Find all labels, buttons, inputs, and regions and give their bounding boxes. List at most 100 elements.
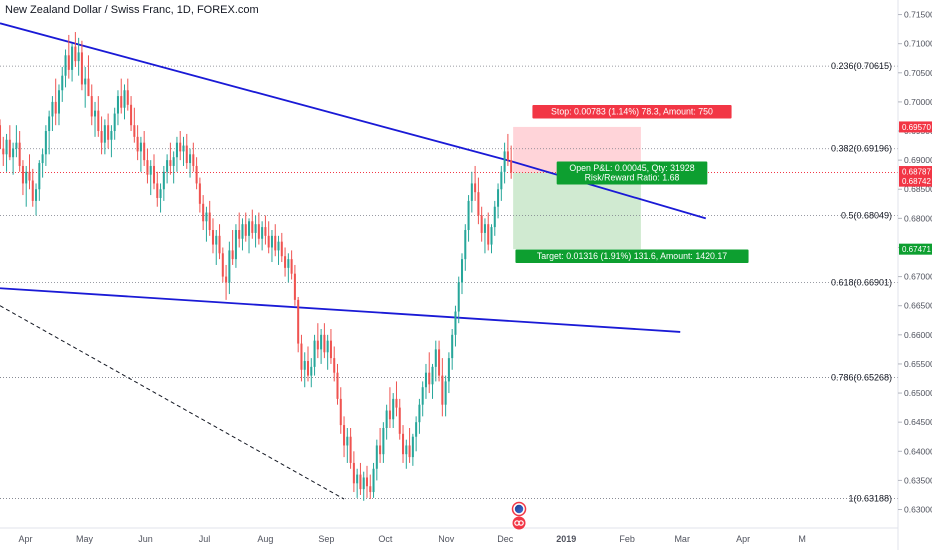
candle[interactable] bbox=[316, 323, 319, 359]
candle[interactable] bbox=[8, 125, 11, 161]
candle[interactable] bbox=[179, 131, 182, 161]
candle[interactable] bbox=[500, 165, 503, 201]
candle[interactable] bbox=[313, 334, 316, 376]
candle[interactable] bbox=[284, 247, 287, 277]
candle[interactable] bbox=[388, 387, 391, 428]
candle[interactable] bbox=[228, 241, 231, 295]
candle[interactable] bbox=[225, 264, 228, 300]
candle[interactable] bbox=[402, 425, 405, 463]
candle[interactable] bbox=[356, 468, 359, 498]
candle[interactable] bbox=[116, 90, 119, 126]
candle[interactable] bbox=[244, 212, 247, 242]
candle[interactable] bbox=[74, 32, 77, 67]
candle[interactable] bbox=[336, 363, 339, 405]
candle[interactable] bbox=[77, 37, 80, 76]
candle[interactable] bbox=[38, 160, 41, 201]
candle[interactable] bbox=[48, 110, 51, 155]
candle[interactable] bbox=[202, 195, 205, 231]
candle[interactable] bbox=[329, 329, 332, 364]
trendline-lower[interactable] bbox=[0, 287, 681, 333]
candle[interactable] bbox=[18, 131, 21, 172]
candle[interactable] bbox=[218, 224, 221, 260]
candle[interactable] bbox=[493, 200, 496, 236]
candle[interactable] bbox=[270, 230, 273, 263]
candle[interactable] bbox=[71, 43, 74, 82]
candle[interactable] bbox=[64, 49, 67, 88]
candle[interactable] bbox=[382, 422, 385, 463]
candle[interactable] bbox=[211, 218, 214, 254]
candle[interactable] bbox=[12, 142, 15, 175]
candle[interactable] bbox=[352, 451, 355, 493]
candle[interactable] bbox=[189, 148, 192, 178]
candle[interactable] bbox=[343, 416, 346, 458]
candle[interactable] bbox=[451, 329, 454, 370]
candle[interactable] bbox=[175, 136, 178, 172]
candle[interactable] bbox=[139, 136, 142, 172]
candle[interactable] bbox=[100, 116, 103, 155]
candle[interactable] bbox=[169, 142, 172, 175]
candle[interactable] bbox=[25, 165, 28, 207]
candle[interactable] bbox=[146, 148, 149, 184]
candle[interactable] bbox=[238, 212, 241, 248]
candle[interactable] bbox=[107, 113, 110, 149]
candle[interactable] bbox=[392, 393, 395, 428]
candle[interactable] bbox=[0, 119, 2, 149]
candle[interactable] bbox=[221, 247, 224, 283]
candle[interactable] bbox=[460, 253, 464, 295]
candle[interactable] bbox=[35, 183, 38, 216]
candle[interactable] bbox=[398, 398, 401, 440]
candle[interactable] bbox=[182, 136, 185, 166]
candle[interactable] bbox=[234, 224, 237, 268]
candle[interactable] bbox=[310, 358, 313, 388]
candle[interactable] bbox=[172, 151, 175, 184]
candle[interactable] bbox=[123, 84, 126, 120]
trendline-dashed[interactable] bbox=[0, 305, 345, 500]
candle[interactable] bbox=[457, 276, 460, 324]
candle[interactable] bbox=[41, 148, 44, 178]
candle[interactable] bbox=[369, 474, 372, 500]
candle[interactable] bbox=[510, 145, 513, 179]
candle[interactable] bbox=[421, 381, 424, 417]
candle[interactable] bbox=[67, 34, 70, 79]
candle[interactable] bbox=[136, 125, 139, 161]
candle[interactable] bbox=[303, 352, 306, 388]
candle[interactable] bbox=[15, 125, 18, 158]
candle[interactable] bbox=[447, 352, 450, 394]
candle[interactable] bbox=[408, 427, 411, 463]
candle[interactable] bbox=[379, 427, 382, 463]
candle[interactable] bbox=[133, 107, 136, 143]
candle[interactable] bbox=[323, 323, 326, 359]
candle[interactable] bbox=[438, 340, 441, 382]
candle[interactable] bbox=[159, 183, 162, 213]
candle[interactable] bbox=[497, 183, 500, 219]
candle[interactable] bbox=[434, 340, 437, 382]
candle[interactable] bbox=[339, 387, 342, 434]
candle[interactable] bbox=[372, 462, 375, 498]
candle[interactable] bbox=[277, 235, 280, 265]
candle[interactable] bbox=[113, 107, 116, 140]
candle[interactable] bbox=[293, 264, 296, 306]
candle[interactable] bbox=[490, 224, 493, 254]
candle[interactable] bbox=[195, 157, 198, 190]
candle[interactable] bbox=[110, 125, 113, 158]
candle[interactable] bbox=[97, 96, 100, 137]
candle[interactable] bbox=[80, 40, 83, 91]
candle[interactable] bbox=[444, 375, 447, 417]
candle[interactable] bbox=[241, 218, 244, 251]
candle[interactable] bbox=[454, 305, 457, 347]
candle[interactable] bbox=[424, 363, 427, 399]
candle[interactable] bbox=[192, 142, 195, 172]
candle[interactable] bbox=[290, 250, 293, 280]
candle[interactable] bbox=[480, 206, 483, 242]
candle[interactable] bbox=[94, 101, 97, 137]
candle[interactable] bbox=[503, 142, 506, 184]
candle[interactable] bbox=[251, 209, 254, 239]
candle[interactable] bbox=[506, 133, 509, 166]
candle[interactable] bbox=[44, 125, 47, 166]
candle[interactable] bbox=[261, 221, 264, 251]
candle[interactable] bbox=[474, 165, 477, 201]
candle[interactable] bbox=[166, 154, 169, 184]
candle[interactable] bbox=[385, 404, 388, 440]
candle[interactable] bbox=[346, 427, 349, 463]
candle[interactable] bbox=[54, 78, 57, 126]
